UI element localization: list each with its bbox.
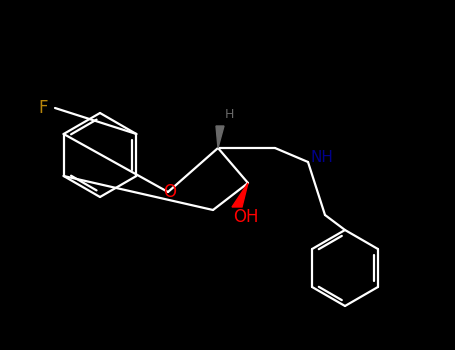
Text: F: F	[38, 99, 48, 117]
Text: O: O	[163, 183, 177, 201]
Polygon shape	[232, 183, 248, 207]
Text: OH: OH	[233, 208, 259, 226]
Polygon shape	[216, 126, 224, 148]
Text: NH: NH	[311, 149, 334, 164]
Text: H: H	[224, 108, 234, 121]
